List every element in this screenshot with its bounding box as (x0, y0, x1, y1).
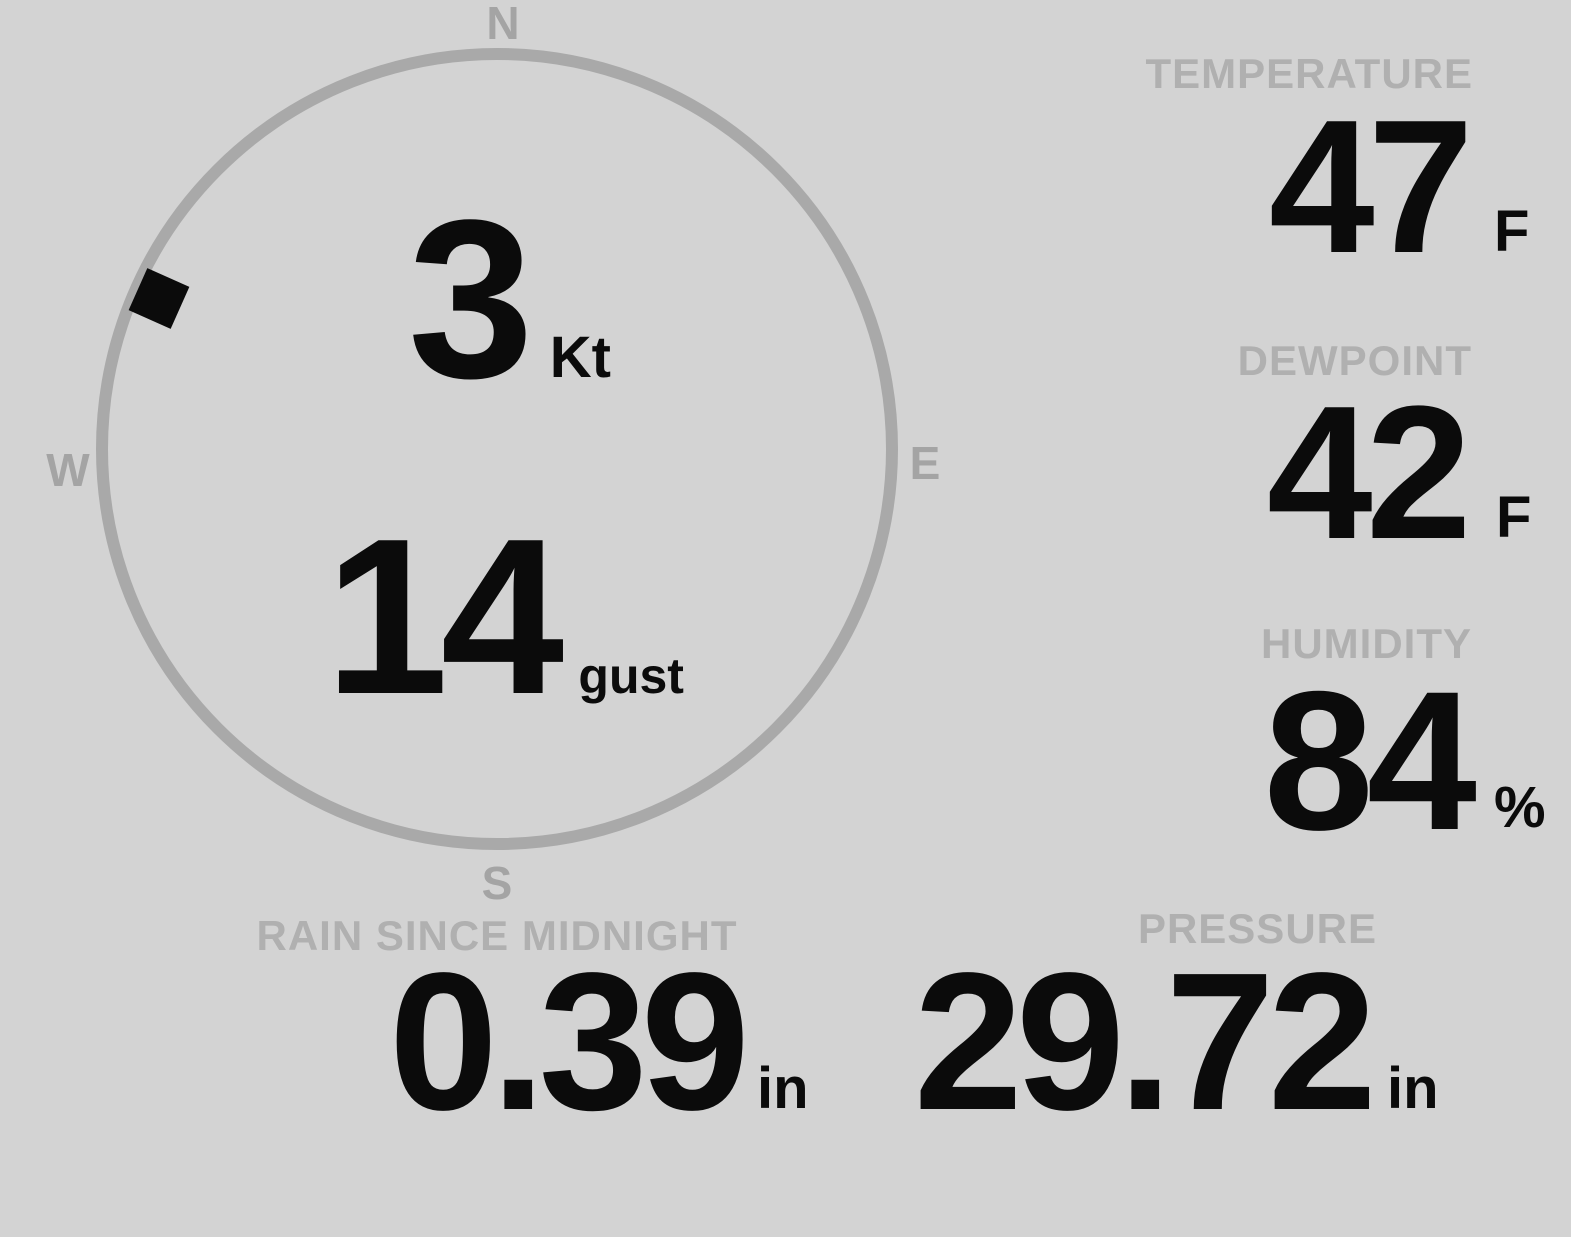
dewpoint-label: DEWPOINT (1237, 337, 1472, 384)
rain-since-midnight-label: RAIN SINCE MIDNIGHT (256, 912, 738, 959)
wind-speed: 3 Kt (408, 186, 611, 412)
rain-since-midnight-unit: in (757, 1056, 809, 1121)
humidity-unit: % (1494, 775, 1546, 840)
compass-label-north: N (486, 0, 520, 49)
pressure-label: PRESSURE (1137, 905, 1377, 952)
compass-label-west: W (46, 444, 90, 496)
temperature-unit: F (1494, 199, 1530, 264)
temperature-value: 47 (1268, 81, 1474, 293)
wind-gust: 14 gust (325, 506, 684, 728)
wind-speed-unit: Kt (549, 325, 611, 390)
humidity-label: HUMIDITY (1261, 620, 1472, 667)
wind-gust-value: 14 (325, 493, 564, 741)
pressure-unit: in (1387, 1056, 1439, 1121)
dewpoint-unit: F (1496, 485, 1532, 550)
wind-compass-dial (96, 48, 898, 850)
compass-label-east: E (909, 437, 941, 489)
compass-label-south: S (481, 857, 513, 909)
rain-since-midnight-value: 0.39 (388, 932, 750, 1151)
dewpoint-value: 42 (1266, 367, 1472, 579)
compass-circle (96, 48, 898, 850)
humidity-value: 84 (1263, 650, 1477, 871)
temperature-label: TEMPERATURE (1145, 50, 1473, 97)
wind-gust-unit: gust (578, 648, 684, 704)
wind-speed-value: 3 (408, 172, 534, 425)
pressure-value: 29.72 (913, 932, 1377, 1151)
wind-direction-marker (128, 268, 190, 329)
